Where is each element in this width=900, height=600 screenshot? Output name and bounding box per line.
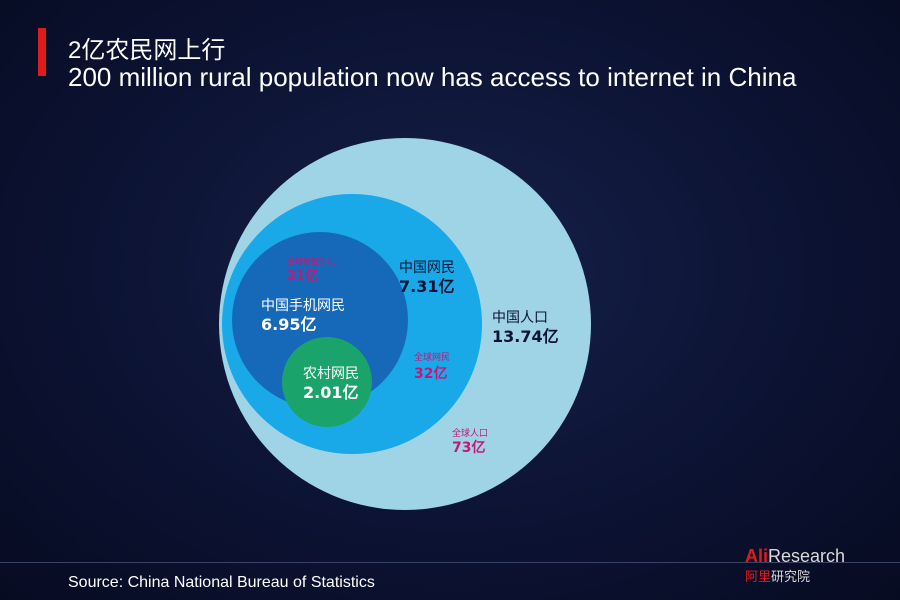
- china-netizens-value: 7.31亿: [399, 277, 454, 296]
- title-english: 200 million rural population now has acc…: [68, 62, 797, 92]
- global-netizens-value: 32亿: [414, 365, 447, 382]
- global-population-label: 全球人口: [452, 427, 488, 439]
- aliresearch-logo: AliResearch: [745, 546, 845, 567]
- global-smartphones-value: 21亿: [287, 268, 318, 284]
- global-smartphones-label: 全球智能手机: [287, 256, 335, 266]
- logo-research-text: Research: [768, 546, 846, 566]
- rural-netizens-circle: [282, 337, 372, 427]
- china-mobile-netizens-value: 6.95亿: [261, 315, 316, 334]
- logo-sub-red: 阿里: [745, 569, 772, 584]
- china-netizens-label: 中国网民: [399, 260, 455, 276]
- logo-ali-text: Ali: [745, 546, 769, 566]
- rural-netizens-label: 农村网民: [303, 366, 359, 382]
- source-note: Source: China National Bureau of Statist…: [68, 574, 375, 591]
- title-accent-bar: [38, 28, 46, 76]
- china-population-label: 中国人口: [492, 310, 548, 326]
- global-population-value: 73亿: [452, 439, 485, 456]
- rural-netizens-value: 2.01亿: [303, 383, 358, 402]
- logo-sub-gray: 研究院: [771, 569, 811, 584]
- china-mobile-netizens-label: 中国手机网民: [261, 298, 345, 314]
- global-netizens-label: 全球网民: [414, 351, 450, 363]
- title-chinese: 2亿农民网上行: [68, 37, 226, 64]
- china-population-value: 13.74亿: [492, 327, 559, 346]
- aliresearch-logo-sub: 阿里研究院: [745, 566, 810, 585]
- footer-divider: [0, 562, 900, 563]
